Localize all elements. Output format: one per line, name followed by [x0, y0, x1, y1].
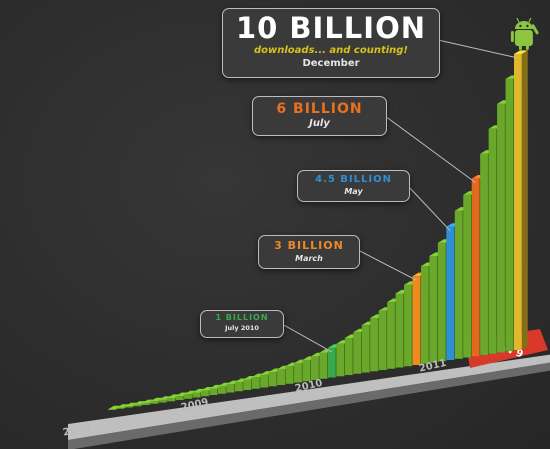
bar-front: [421, 266, 429, 364]
bar-front: [286, 366, 294, 383]
bar-side: [522, 50, 528, 350]
leader-line: [282, 324, 332, 352]
bar-front: [387, 302, 395, 369]
bar-front: [108, 409, 116, 410]
bar: [514, 50, 528, 350]
bar-front: [319, 353, 327, 379]
callout-6-billion-value: 6 BILLION: [253, 100, 386, 118]
bar-front: [429, 256, 437, 363]
bar-front: [472, 179, 480, 357]
bar-front: [218, 386, 226, 393]
bar-front: [226, 384, 234, 392]
bar-front: [345, 338, 353, 375]
callout-3-billion-value: 3 BILLION: [259, 238, 359, 253]
bar-front: [150, 401, 158, 403]
callout-10-billion-tagline: downloads... and counting!: [223, 44, 439, 57]
bar-front: [353, 332, 361, 373]
bar-front: [142, 403, 150, 405]
android-mascot-icon: [511, 18, 539, 50]
bar-front: [404, 285, 412, 366]
bar-front: [184, 394, 192, 398]
bar-front: [370, 318, 378, 371]
bar-front: [336, 344, 344, 377]
bar-front: [252, 377, 260, 389]
bar-front: [277, 369, 285, 385]
bar-front: [396, 294, 404, 368]
bar-front: [328, 348, 336, 378]
callout-3-billion: 3 BILLION March: [258, 235, 360, 269]
callout-6-billion: 6 BILLION July: [252, 96, 387, 136]
callout-4-5-billion-value: 4.5 BILLION: [298, 173, 409, 187]
android-head: [515, 21, 533, 29]
callout-10-billion-value: 10 BILLION: [223, 12, 439, 44]
bar-front: [269, 372, 277, 386]
bar-front: [446, 227, 454, 360]
callout-1-billion: 1 BILLION July 2010: [200, 310, 284, 338]
bar-front: [159, 400, 167, 403]
bar-front: [201, 391, 209, 397]
bar-front: [133, 405, 141, 406]
bar-front: [235, 382, 243, 391]
bar-front: [260, 375, 268, 388]
bar-front: [303, 360, 311, 381]
android-antenna: [529, 18, 531, 22]
android-antenna: [517, 18, 519, 22]
bar-front: [193, 392, 201, 397]
leader-line: [438, 40, 518, 58]
callout-4-5-billion: 4.5 BILLION May: [297, 170, 410, 202]
callout-6-billion-month: July: [253, 118, 386, 130]
android-eye: [526, 25, 528, 27]
bar-front: [125, 406, 133, 407]
bar-front: [463, 195, 471, 358]
callout-4-5-billion-month: May: [298, 187, 409, 197]
callout-1-billion-value: 1 BILLION: [201, 312, 283, 324]
bar-front: [210, 388, 218, 395]
android-arm: [511, 31, 514, 42]
bar-front: [176, 396, 184, 400]
android-body: [515, 30, 533, 46]
bar-front: [514, 54, 522, 350]
bar-front: [497, 104, 505, 353]
callout-1-billion-month: July 2010: [201, 324, 283, 333]
bar-front: [311, 356, 319, 380]
bar-front: [362, 325, 370, 372]
bar-front: [438, 243, 446, 361]
callout-10-billion-month: December: [223, 57, 439, 70]
android-leg: [526, 44, 529, 50]
bar-front: [455, 211, 463, 359]
bar-front: [506, 79, 514, 351]
callout-3-billion-month: March: [259, 253, 359, 264]
bar-front: [116, 408, 124, 409]
bar-front: [413, 276, 421, 365]
bar-front: [489, 129, 497, 354]
leader-line: [358, 250, 416, 280]
android-leg: [519, 44, 522, 50]
bar-front: [294, 363, 302, 382]
callout-10-billion: 10 BILLION downloads... and counting! De…: [222, 8, 440, 78]
bar-front: [379, 311, 387, 370]
leader-line: [408, 186, 450, 231]
android-eye: [519, 25, 521, 27]
bar-front: [243, 380, 251, 390]
bar-front: [167, 398, 175, 401]
bar-front: [480, 154, 488, 355]
